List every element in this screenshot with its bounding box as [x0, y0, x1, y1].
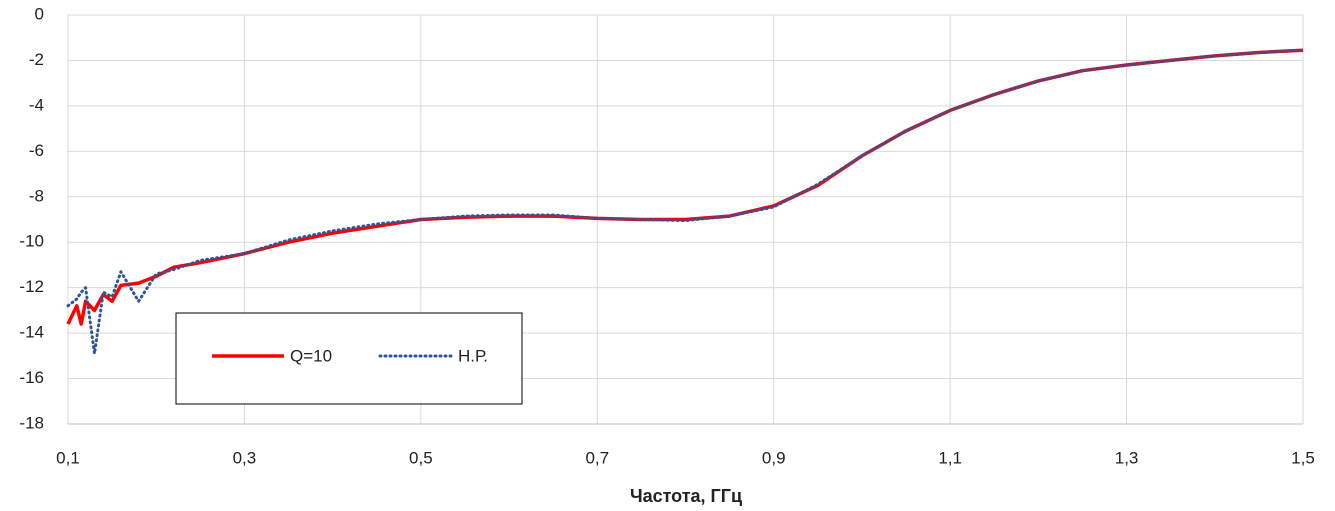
y-tick-label: -12: [19, 277, 44, 296]
y-tick-label: -18: [19, 413, 44, 432]
series-line: [66, 48, 1304, 326]
x-tick-label: 1,3: [1115, 448, 1139, 467]
legend-label: Q=10: [290, 346, 332, 365]
x-tick-label: 0,5: [409, 448, 433, 467]
legend-label: Н.Р.: [458, 346, 488, 365]
x-tick-label: 0,3: [233, 448, 257, 467]
x-tick-label: 0,9: [762, 448, 786, 467]
y-tick-label: -16: [19, 368, 44, 387]
y-tick-label: 0: [35, 4, 44, 23]
series-line: [66, 48, 1305, 356]
y-tick-label: -2: [29, 50, 44, 69]
x-axis-label: Частота, ГГц: [630, 486, 742, 506]
y-tick-label: -4: [29, 95, 44, 114]
x-tick-label: 1,5: [1291, 448, 1315, 467]
legend-box: [175, 312, 523, 405]
x-tick-label: 1,1: [938, 448, 962, 467]
y-tick-label: -10: [19, 232, 44, 251]
y-tick-label: -14: [19, 323, 44, 342]
y-tick-label: -6: [29, 141, 44, 160]
y-tick-label: -8: [29, 186, 44, 205]
x-tick-label: 0,7: [585, 448, 609, 467]
x-tick-label: 0,1: [56, 448, 80, 467]
